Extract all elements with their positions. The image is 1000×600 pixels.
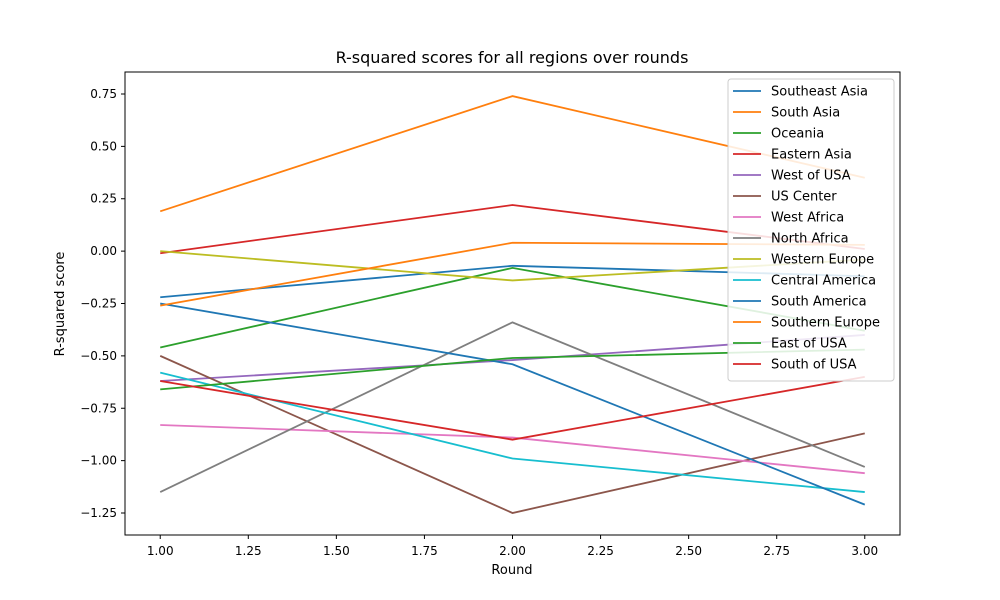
x-axis-label: Round (491, 563, 532, 578)
y-tick-label: 0.50 (90, 139, 117, 153)
legend-label: US Center (771, 190, 837, 205)
legend-label: North Africa (771, 232, 849, 247)
series-line (159, 355, 865, 514)
x-tick-label: 2.00 (499, 544, 526, 558)
legend-label: Western Europe (771, 253, 874, 268)
legend-label: West of USA (771, 169, 851, 184)
y-tick-label: −0.50 (80, 349, 117, 363)
y-axis: 0.75 0.50 0.25 0.00 −0.25 −0.50 −0.75 −1.00 −1.2… (80, 87, 125, 520)
x-tick-label: 1.25 (235, 544, 262, 558)
series-line (160, 302, 866, 506)
x-tick-label: 1.00 (147, 544, 174, 558)
y-tick-label: −0.25 (80, 297, 117, 311)
legend-label: Eastern Asia (771, 148, 852, 163)
legend-label: Southeast Asia (771, 85, 868, 100)
legend-label: Central America (771, 274, 876, 289)
x-tick-label: 2.50 (675, 544, 702, 558)
legend-label: South of USA (771, 358, 857, 373)
y-tick-label: −0.75 (80, 401, 117, 415)
y-tick-label: 0.25 (90, 192, 117, 206)
y-axis-label: R-squared score (53, 252, 68, 357)
series-line (160, 424, 865, 475)
y-tick-label: −1.00 (80, 454, 117, 468)
legend-label: Oceania (771, 127, 824, 142)
y-tick-label: 0.00 (90, 244, 117, 258)
legend: Southeast Asia South Asia Oceania Eastern A… (727, 78, 895, 382)
legend-label: South Asia (771, 106, 840, 121)
y-tick-label: −1.25 (80, 506, 117, 520)
y-tick-label: 0.75 (90, 87, 117, 101)
legend-label: West Africa (771, 211, 844, 226)
legend-label: South America (771, 295, 867, 310)
x-tick-label: 1.50 (323, 544, 350, 558)
x-tick-label: 1.75 (411, 544, 438, 558)
chart-title: R-squared scores for all regions over ro… (336, 48, 689, 67)
series-line (159, 321, 866, 493)
axes-frame (124, 71, 901, 536)
x-axis: 1.00 1.25 1.50 1.75 2.00 2.25 2.50 2.75 3.00 (147, 535, 878, 558)
x-tick-label: 3.00 (851, 544, 878, 558)
x-tick-label: 2.75 (763, 544, 790, 558)
legend-label: East of USA (771, 337, 847, 352)
x-tick-label: 2.25 (587, 544, 614, 558)
legend-box (727, 78, 895, 382)
legend-label: Southern Europe (771, 316, 880, 331)
series-line (160, 371, 865, 493)
series-line (160, 375, 865, 441)
